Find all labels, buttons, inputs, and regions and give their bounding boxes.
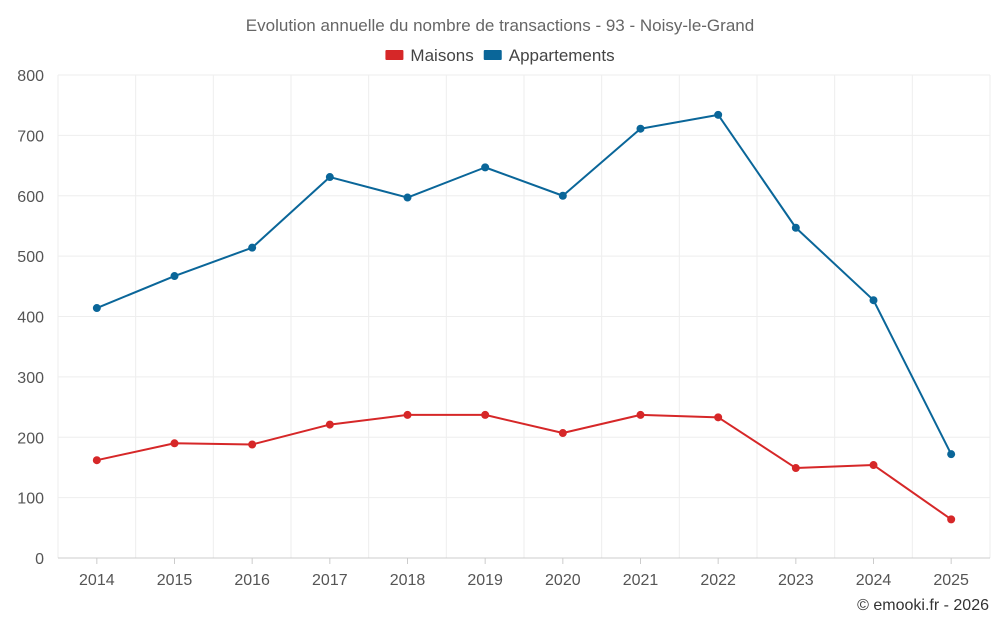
x-tick-label: 2019 <box>467 572 503 589</box>
x-tick-label: 2024 <box>856 572 892 589</box>
y-tick-label: 500 <box>17 249 44 266</box>
x-tick-label: 2021 <box>623 572 659 589</box>
x-tick-label: 2015 <box>157 572 193 589</box>
y-tick-label: 700 <box>17 128 44 145</box>
data-point-appartements[interactable] <box>248 243 257 252</box>
series-line-appartements <box>96 113 953 455</box>
x-tick-label: 2018 <box>390 572 426 589</box>
y-axis-ticks: 0 100 200 300 400 500 600 700 800 <box>17 68 44 568</box>
data-point-appartements[interactable] <box>636 124 645 133</box>
data-point-maisons[interactable] <box>248 440 257 449</box>
data-point-maisons[interactable] <box>325 420 334 429</box>
data-point-maisons[interactable] <box>170 439 179 448</box>
y-tick-label: 100 <box>17 491 44 508</box>
y-tick-label: 200 <box>17 430 44 447</box>
data-point-appartements[interactable] <box>325 173 334 182</box>
data-point-appartements[interactable] <box>170 272 179 281</box>
credit-text: © emooki.fr - 2026 <box>857 597 989 614</box>
legend: Maisons Appartements <box>385 46 615 65</box>
data-point-maisons[interactable] <box>869 461 878 470</box>
series-appartements <box>92 110 956 459</box>
x-tick-label: 2017 <box>312 572 348 589</box>
legend-item-appartements[interactable]: Appartements <box>483 46 615 65</box>
legend-swatch <box>483 50 502 60</box>
x-tick-label: 2014 <box>79 572 115 589</box>
legend-label: Appartements <box>509 46 615 65</box>
data-point-maisons[interactable] <box>636 410 645 419</box>
data-point-appartements[interactable] <box>947 450 956 459</box>
data-point-appartements[interactable] <box>869 296 878 305</box>
data-point-maisons[interactable] <box>403 410 412 419</box>
x-axis-ticks: 2014 2015 2016 2017 2018 2019 2020 2021 2022 2023… <box>79 558 969 589</box>
data-point-maisons[interactable] <box>947 515 956 524</box>
data-point-maisons[interactable] <box>481 410 490 419</box>
series-group <box>92 110 956 524</box>
legend-item-maisons[interactable]: Maisons <box>385 46 474 65</box>
y-tick-label: 800 <box>17 68 44 85</box>
x-tick-label: 2022 <box>700 572 736 589</box>
x-gridlines <box>57 75 991 558</box>
legend-swatch <box>385 50 404 60</box>
legend-label: Maisons <box>410 46 473 65</box>
x-tick-label: 2023 <box>778 572 814 589</box>
y-tick-label: 400 <box>17 310 44 327</box>
data-point-maisons[interactable] <box>558 429 567 438</box>
data-point-appartements[interactable] <box>92 304 101 313</box>
y-tick-label: 300 <box>17 370 44 387</box>
series-line-maisons <box>96 413 952 521</box>
data-point-appartements[interactable] <box>403 193 412 202</box>
series-maisons <box>92 410 956 524</box>
y-tick-label: 0 <box>35 551 44 568</box>
x-tick-label: 2020 <box>545 572 581 589</box>
data-point-maisons[interactable] <box>714 413 723 422</box>
data-point-appartements[interactable] <box>481 163 490 172</box>
chart-title: Evolution annuelle du nombre de transact… <box>246 16 754 35</box>
y-tick-label: 600 <box>17 189 44 206</box>
data-point-appartements[interactable] <box>558 191 567 200</box>
x-tick-label: 2025 <box>933 572 969 589</box>
data-point-maisons[interactable] <box>791 464 800 473</box>
data-point-maisons[interactable] <box>92 456 101 465</box>
data-point-appartements[interactable] <box>714 110 723 119</box>
data-point-appartements[interactable] <box>791 223 800 232</box>
x-tick-label: 2016 <box>234 572 270 589</box>
